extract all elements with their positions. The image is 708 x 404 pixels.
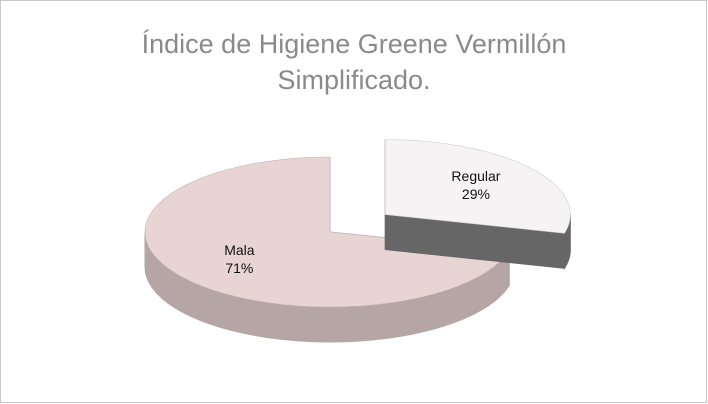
chart-title: Índice de Higiene Greene Vermillón Simpl… bbox=[141, 29, 567, 95]
slice-value-label: 29% bbox=[462, 186, 490, 202]
slice-value-label: 71% bbox=[225, 260, 253, 276]
pie-slice bbox=[144, 156, 510, 343]
slice-top bbox=[144, 156, 510, 308]
slice-category-label: Mala bbox=[224, 242, 255, 258]
slice-top bbox=[385, 139, 571, 234]
pie-slice bbox=[384, 139, 571, 271]
slice-category-label: Regular bbox=[451, 168, 500, 184]
